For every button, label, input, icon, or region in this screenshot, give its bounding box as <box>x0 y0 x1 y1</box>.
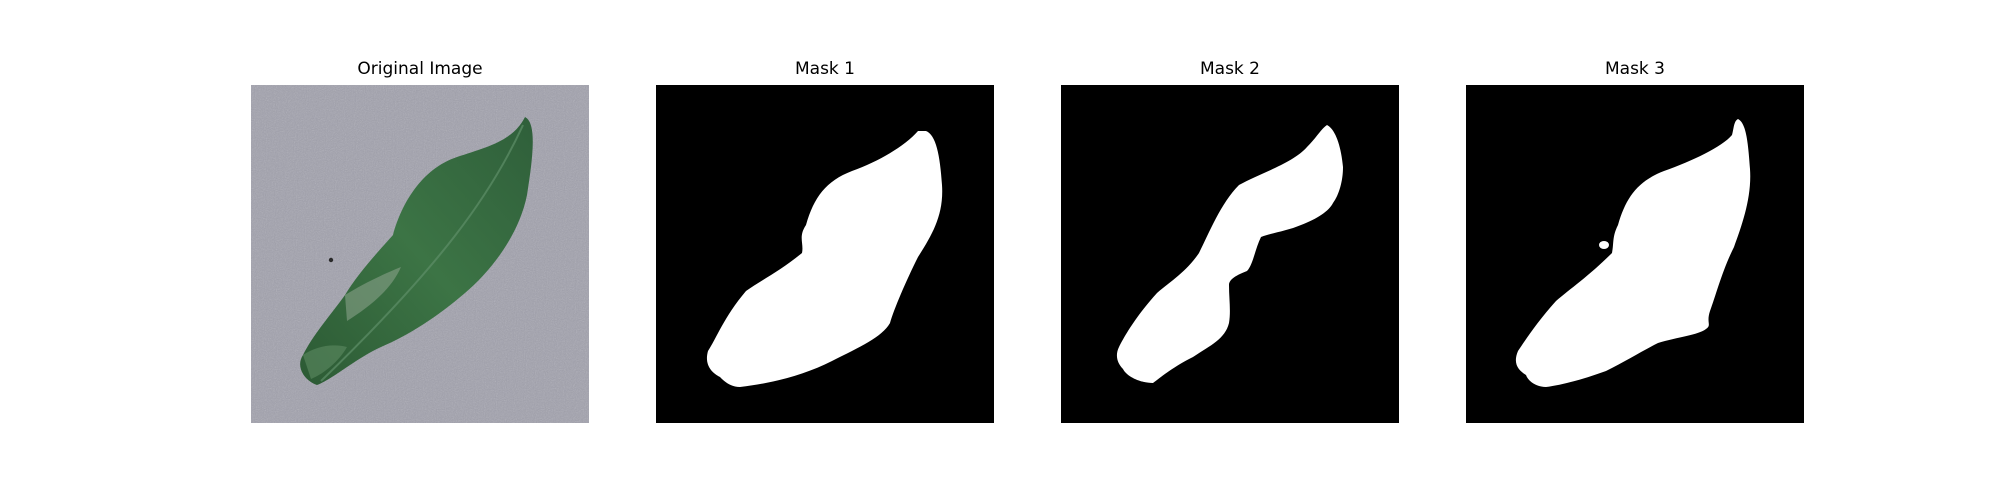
mask-1-frame <box>656 85 994 423</box>
panel-title: Mask 3 <box>1604 59 1665 79</box>
panel-original-image: Original Image <box>251 57 589 423</box>
mask-region <box>706 131 943 387</box>
leaf-shape <box>300 117 533 385</box>
original-image-frame <box>251 85 589 423</box>
mask-2-frame <box>1061 85 1399 423</box>
mask-1-image <box>656 85 994 423</box>
small-debris <box>328 257 334 263</box>
panel-mask-2: Mask 2 <box>1061 57 1399 423</box>
panel-title: Original Image <box>357 59 483 79</box>
mask-3-image <box>1466 85 1804 423</box>
leaf-vein <box>320 124 524 382</box>
leaf-fold <box>345 267 401 321</box>
panel-title: Mask 1 <box>794 59 855 79</box>
mask-3-frame <box>1466 85 1804 423</box>
mask-region <box>1515 119 1751 387</box>
mask-island <box>1599 241 1609 249</box>
panel-mask-3: Mask 3 <box>1466 57 1804 423</box>
panel-mask-1: Mask 1 <box>656 57 994 423</box>
panel-title: Mask 2 <box>1199 59 1260 79</box>
original-image <box>251 85 589 423</box>
mask-region <box>1116 125 1343 383</box>
mask-2-image <box>1061 85 1399 423</box>
